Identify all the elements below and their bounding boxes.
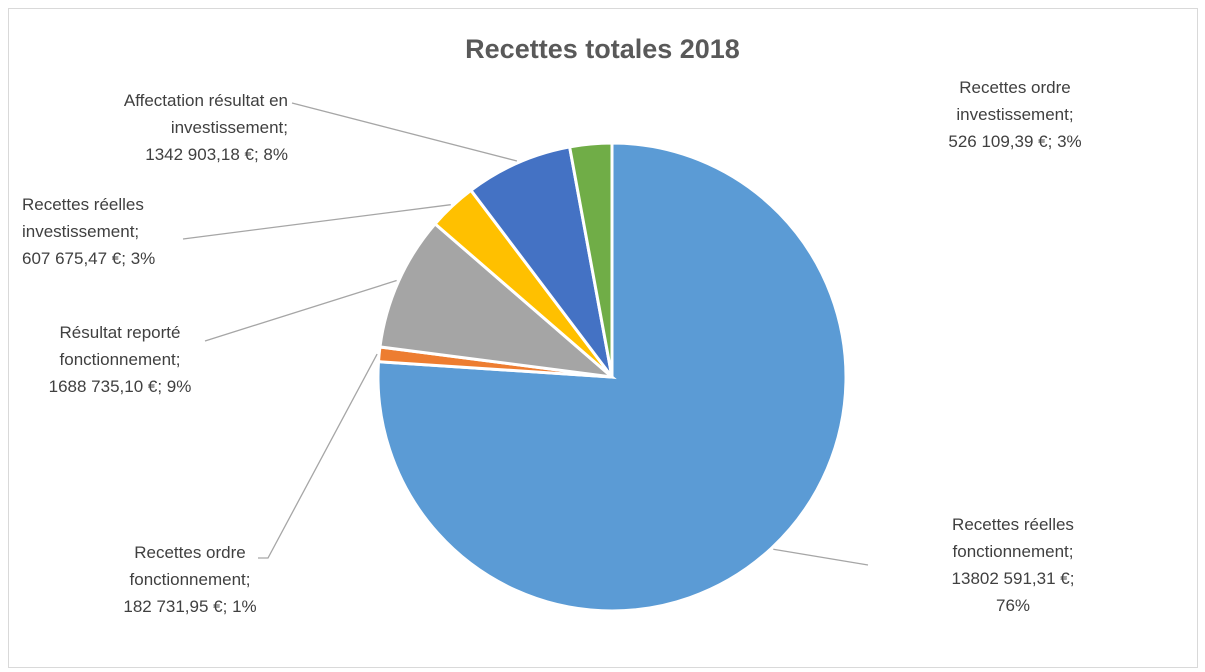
slice-label-line: 1342 903,18 €; 8%: [145, 145, 288, 164]
slice-label-line: 1688 735,10 €; 9%: [48, 377, 192, 396]
leader-line-1: [258, 353, 378, 559]
slice-label-line: fonctionnement;: [129, 570, 251, 589]
slice-label-line: 13802 591,31 €;: [951, 569, 1075, 588]
slice-label-line: investissement;: [956, 105, 1074, 124]
pie-slice-2: [378, 221, 617, 380]
slice-label-5: Recettes ordre investissement; 526 109,39 …: [920, 74, 1110, 155]
slice-label-line: Affectation résultat en: [123, 91, 288, 110]
slice-label-0: Recettes réelles fonctionnement; 13802 591…: [918, 511, 1108, 619]
slice-label-line: Résultat reporté: [59, 323, 181, 342]
leader-line-4: [291, 102, 518, 162]
slice-label-line: fonctionnement;: [59, 350, 181, 369]
pie-slice-4: [468, 145, 614, 378]
slice-label-line: 526 109,39 €; 3%: [948, 132, 1082, 151]
slice-label-1: Recettes ordre fonctionnement; 182 731,95 …: [95, 539, 285, 620]
slice-label-line: investissement;: [170, 118, 288, 137]
slice-label-line: investissement;: [22, 222, 140, 241]
leader-line-0: [773, 548, 869, 566]
leader-line-2: [204, 279, 397, 342]
slice-label-3: Recettes réelles investissement; 607 675,4…: [22, 191, 222, 272]
slice-label-4: Affectation résultat en investissement; 13…: [62, 87, 288, 168]
slice-label-line: Recettes ordre: [134, 543, 246, 562]
slice-label-2: Résultat reporté fonctionnement; 1688 735,…: [30, 319, 210, 400]
slice-label-line: 182 731,95 €; 1%: [123, 597, 257, 616]
pie-slice-5: [567, 141, 614, 378]
leader-line-3: [182, 204, 451, 240]
slice-label-line: Recettes réelles: [22, 195, 144, 214]
slice-label-line: Recettes ordre: [959, 78, 1071, 97]
slice-label-line: fonctionnement;: [952, 542, 1074, 561]
slice-label-line: Recettes réelles: [952, 515, 1074, 534]
slice-label-line: 607 675,47 €; 3%: [22, 249, 156, 268]
slice-label-line: 76%: [995, 596, 1031, 615]
chart-title: Recettes totales 2018: [465, 34, 740, 64]
